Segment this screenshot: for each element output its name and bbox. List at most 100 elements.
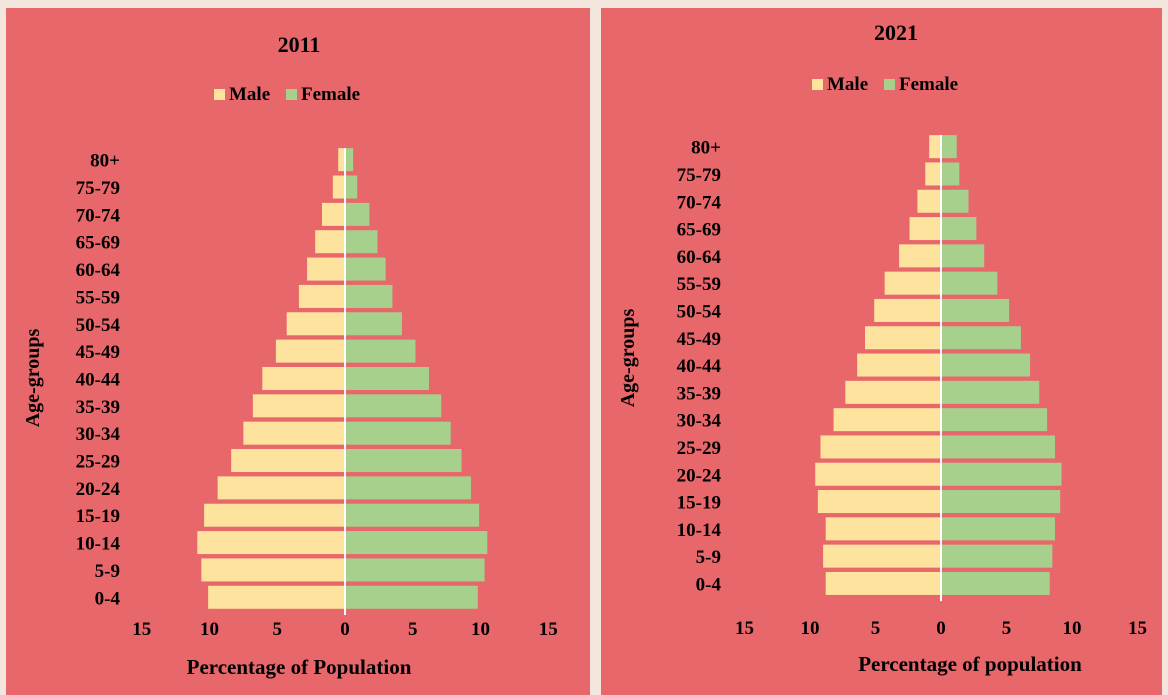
category-label-5-9: 5-9 xyxy=(696,547,721,568)
category-label-55-59: 55-59 xyxy=(76,287,120,308)
bar-female-70-74 xyxy=(345,202,370,226)
category-label-15-19: 15-19 xyxy=(677,493,721,514)
x-tick-label: 15 xyxy=(132,619,151,640)
category-label-0-4: 0-4 xyxy=(696,574,722,595)
x-tick-label: 0 xyxy=(936,618,946,639)
pyramid-2021-panel: 2021 Male Female 0-4 5-9 10-14 15-19 20-24 25-29… xyxy=(601,8,1162,695)
bar-female-10-14 xyxy=(941,517,1055,541)
category-label-25-29: 25-29 xyxy=(76,452,120,473)
bar-male-50-54 xyxy=(874,298,941,322)
category-label-70-74: 70-74 xyxy=(76,205,121,226)
bar-male-15-19 xyxy=(817,490,941,514)
bar-male-70-74 xyxy=(917,189,941,213)
pyramid-2011-chart: 2011 Male Female 0-4 5-9 10-14 15-19 20-24 25-29… xyxy=(22,32,558,679)
legend-swatch-male xyxy=(214,89,225,100)
bar-female-5-9 xyxy=(345,558,485,582)
category-label-50-54: 50-54 xyxy=(76,315,121,336)
bar-female-25-29 xyxy=(345,449,462,473)
legend-label-female: Female xyxy=(899,74,958,95)
category-label-10-14: 10-14 xyxy=(76,534,121,555)
bar-male-30-34 xyxy=(243,421,345,445)
category-label-75-79: 75-79 xyxy=(677,165,721,186)
chart-title-2021: 2021 xyxy=(874,20,918,45)
bar-male-55-59 xyxy=(298,284,345,308)
bar-male-15-19 xyxy=(204,503,345,527)
bar-male-60-64 xyxy=(899,244,941,268)
bar-male-5-9 xyxy=(823,544,941,568)
legend-swatch-male xyxy=(812,79,823,90)
bar-female-0-4 xyxy=(345,585,478,609)
category-label-30-34: 30-34 xyxy=(76,424,121,445)
bar-male-30-34 xyxy=(833,408,941,432)
bar-male-55-59 xyxy=(884,271,941,295)
category-label-45-49: 45-49 xyxy=(76,342,120,363)
bar-male-75-79 xyxy=(925,162,941,186)
category-label-80+: 80+ xyxy=(90,151,120,172)
bar-female-35-39 xyxy=(941,380,1040,404)
bar-male-35-39 xyxy=(845,380,941,404)
x-tick-label: 15 xyxy=(735,618,754,639)
bar-female-70-74 xyxy=(941,189,969,213)
bar-female-40-44 xyxy=(345,366,430,390)
category-label-25-29: 25-29 xyxy=(677,438,721,459)
category-label-10-14: 10-14 xyxy=(677,520,722,541)
x-axis-label: Percentage of Population xyxy=(187,655,412,679)
bar-female-0-4 xyxy=(941,571,1050,595)
bar-male-10-14 xyxy=(197,531,345,555)
bar-female-80+ xyxy=(345,148,354,172)
legend-label-male: Male xyxy=(229,84,270,105)
legend-label-female: Female xyxy=(301,84,360,105)
y-axis-label: Age-groups xyxy=(617,309,639,408)
bar-female-45-49 xyxy=(345,339,416,363)
bar-female-55-59 xyxy=(345,284,393,308)
bar-female-30-34 xyxy=(941,408,1048,432)
legend-swatch-female xyxy=(884,79,895,90)
category-label-55-59: 55-59 xyxy=(677,274,721,295)
category-label-40-44: 40-44 xyxy=(76,369,121,390)
bar-male-65-69 xyxy=(909,217,941,241)
bar-female-35-39 xyxy=(345,394,442,418)
bar-female-65-69 xyxy=(345,230,378,254)
bar-male-25-29 xyxy=(820,435,941,459)
category-label-65-69: 65-69 xyxy=(677,220,721,241)
category-label-70-74: 70-74 xyxy=(677,192,722,213)
bar-female-55-59 xyxy=(941,271,998,295)
bar-male-50-54 xyxy=(286,312,345,336)
bar-male-65-69 xyxy=(315,230,345,254)
bar-male-25-29 xyxy=(231,449,345,473)
category-label-60-64: 60-64 xyxy=(76,260,121,281)
bar-male-35-39 xyxy=(252,394,345,418)
bar-female-15-19 xyxy=(941,490,1061,514)
bar-male-70-74 xyxy=(321,202,345,226)
chart-title-2011: 2011 xyxy=(278,32,321,57)
bar-male-20-24 xyxy=(217,476,345,500)
bar-male-20-24 xyxy=(815,462,941,486)
bar-male-0-4 xyxy=(825,571,941,595)
bar-male-40-44 xyxy=(857,353,941,377)
category-label-5-9: 5-9 xyxy=(95,561,120,582)
category-label-15-19: 15-19 xyxy=(76,506,120,527)
bar-male-80+ xyxy=(338,148,345,172)
x-tick-label: 5 xyxy=(1002,618,1012,639)
category-label-20-24: 20-24 xyxy=(677,465,722,486)
bar-female-50-54 xyxy=(941,298,1010,322)
category-label-75-79: 75-79 xyxy=(76,178,120,199)
category-label-40-44: 40-44 xyxy=(677,356,722,377)
x-tick-label: 10 xyxy=(471,619,490,640)
bar-male-80+ xyxy=(929,135,941,159)
pyramid-2011-panel: 2011 Male Female 0-4 5-9 10-14 15-19 20-24 25-29… xyxy=(6,8,590,695)
pyramid-2021-chart: 2021 Male Female 0-4 5-9 10-14 15-19 20-24 25-29… xyxy=(617,20,1147,676)
category-label-35-39: 35-39 xyxy=(677,383,721,404)
category-label-0-4: 0-4 xyxy=(95,588,121,609)
category-label-35-39: 35-39 xyxy=(76,397,120,418)
bar-female-45-49 xyxy=(941,326,1021,350)
category-label-45-49: 45-49 xyxy=(677,329,721,350)
x-tick-label: 5 xyxy=(408,619,418,640)
bar-female-20-24 xyxy=(345,476,472,500)
x-tick-label: 0 xyxy=(340,619,350,640)
bar-female-10-14 xyxy=(345,531,488,555)
bar-female-60-64 xyxy=(941,244,985,268)
bar-female-25-29 xyxy=(941,435,1055,459)
category-label-20-24: 20-24 xyxy=(76,479,121,500)
